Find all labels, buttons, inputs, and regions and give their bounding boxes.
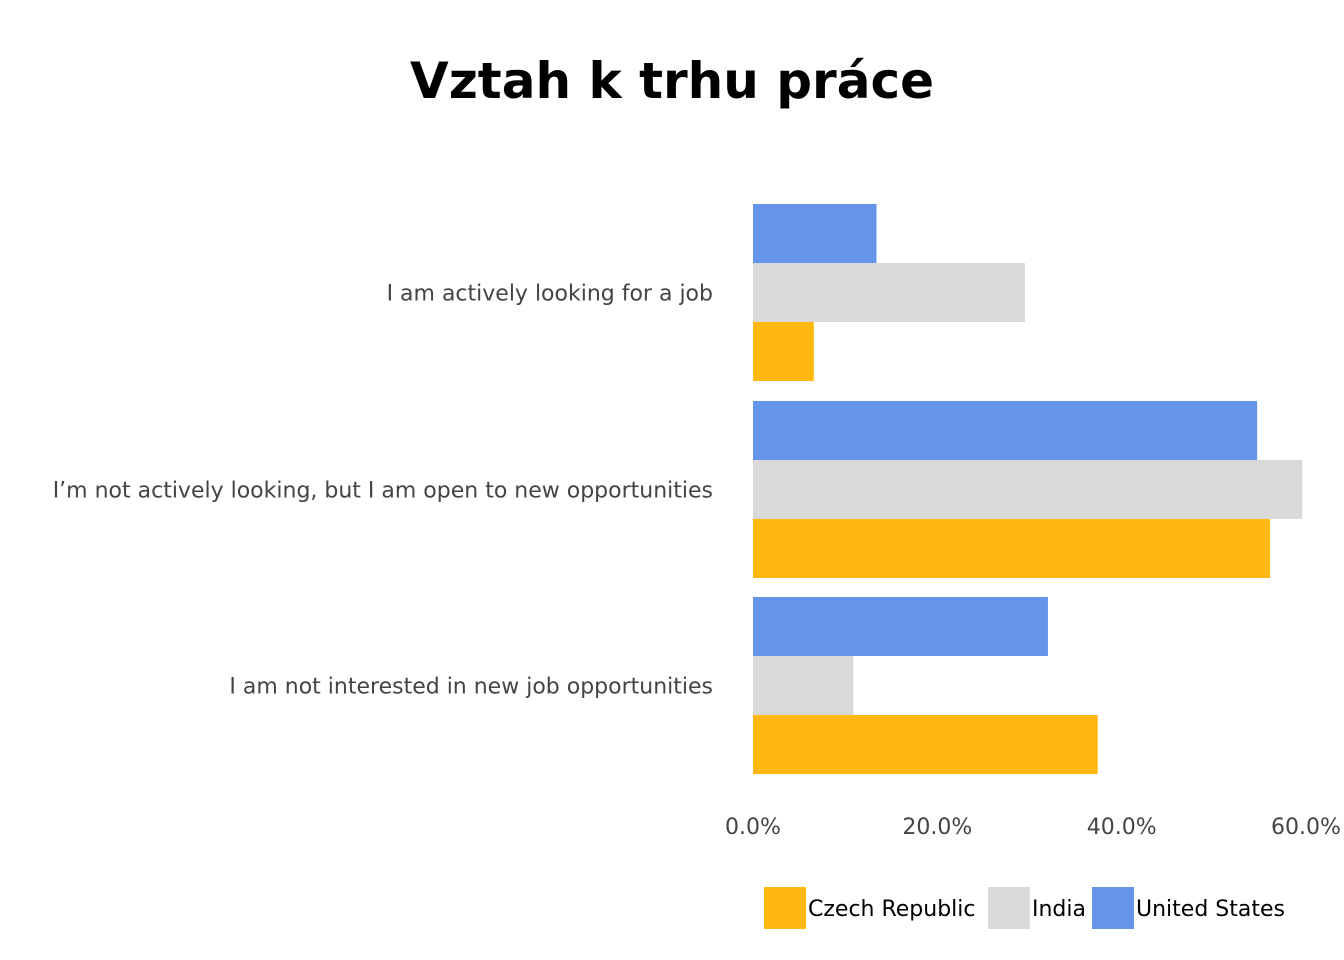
- bar: [753, 322, 814, 381]
- category-label: I am not interested in new job opportuni…: [229, 675, 713, 700]
- legend-label: Czech Republic: [808, 897, 976, 922]
- legend-swatch: [1092, 887, 1134, 929]
- bar: [753, 597, 1048, 656]
- legend-item: Czech Republic: [764, 887, 976, 929]
- category-labels: I am actively looking for a job I’m not a…: [53, 282, 713, 700]
- bar: [753, 656, 854, 715]
- bar: [753, 204, 877, 263]
- bar: [753, 460, 1303, 519]
- legend: Czech Republic India United States: [764, 887, 1285, 929]
- legend-swatch: [988, 887, 1030, 929]
- x-tick-label: 60.0%: [1271, 815, 1341, 840]
- legend-item: United States: [1092, 887, 1285, 929]
- x-tick-label: 0.0%: [725, 815, 781, 840]
- bar: [753, 519, 1271, 578]
- legend-item: India: [988, 887, 1086, 929]
- legend-label: India: [1032, 897, 1086, 922]
- chart-title: Vztah k trhu práce: [410, 52, 934, 110]
- x-axis-ticks: 0.0% 20.0% 40.0% 60.0%: [725, 815, 1341, 840]
- category-label: I’m not actively looking, but I am open …: [53, 479, 713, 504]
- x-tick-label: 40.0%: [1087, 815, 1157, 840]
- bar: [753, 401, 1258, 460]
- bar: [753, 263, 1025, 322]
- category-label: I am actively looking for a job: [387, 282, 713, 307]
- legend-swatch: [764, 887, 806, 929]
- bars: [753, 204, 1303, 774]
- legend-label: United States: [1136, 897, 1285, 922]
- x-tick-label: 20.0%: [902, 815, 972, 840]
- bar: [753, 715, 1098, 774]
